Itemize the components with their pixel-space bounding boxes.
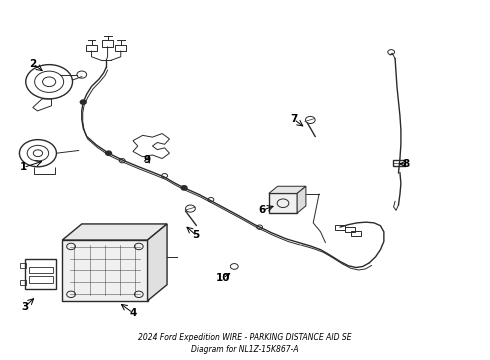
Circle shape xyxy=(106,151,112,156)
Bar xyxy=(116,45,126,51)
Bar xyxy=(25,258,56,289)
Polygon shape xyxy=(147,224,167,301)
Text: 4: 4 xyxy=(129,308,137,318)
Circle shape xyxy=(181,186,187,190)
Polygon shape xyxy=(62,224,167,240)
Bar xyxy=(335,225,345,230)
Text: 1: 1 xyxy=(20,162,27,172)
Text: 2: 2 xyxy=(29,59,37,69)
Text: 3: 3 xyxy=(21,302,28,312)
Text: 5: 5 xyxy=(193,230,200,240)
Bar xyxy=(269,193,297,213)
Polygon shape xyxy=(297,186,306,213)
Text: 7: 7 xyxy=(290,114,297,124)
Bar xyxy=(393,160,405,166)
Text: 9: 9 xyxy=(144,156,151,165)
Bar xyxy=(20,262,26,267)
Polygon shape xyxy=(269,186,306,193)
Text: 6: 6 xyxy=(258,205,266,215)
Text: 8: 8 xyxy=(402,159,410,169)
Text: 10: 10 xyxy=(216,273,230,283)
Bar xyxy=(86,45,97,51)
Text: 2024 Ford Expedition WIRE - PARKING DISTANCE AID SE
Diagram for NL1Z-15K867-A: 2024 Ford Expedition WIRE - PARKING DIST… xyxy=(138,333,352,354)
Bar xyxy=(102,40,113,47)
Bar xyxy=(29,267,52,273)
Bar xyxy=(29,276,52,283)
Bar xyxy=(345,227,355,232)
Bar xyxy=(351,231,361,236)
Bar xyxy=(20,280,26,285)
Circle shape xyxy=(80,100,86,104)
Bar xyxy=(62,240,147,301)
